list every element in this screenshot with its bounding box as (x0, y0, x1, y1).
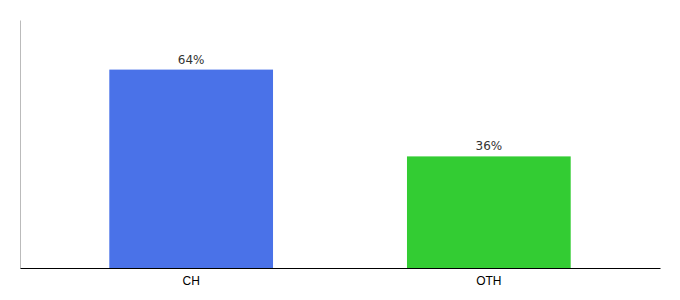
y-axis (20, 21, 21, 269)
plot: CH OTH 64% 36% (21, 21, 661, 288)
x-tick: OTH (476, 274, 501, 288)
data-labels: 64% 36% (178, 53, 502, 154)
x-axis: CH OTH (21, 269, 661, 288)
chart: CH OTH 64% 36% (0, 0, 680, 300)
y-axis-line (20, 21, 21, 269)
bars (109, 70, 570, 268)
data-label: 64% (178, 53, 205, 67)
x-tick: CH (182, 274, 199, 288)
x-tick-label: OTH (476, 274, 501, 288)
x-axis-line (21, 268, 661, 269)
data-label: 36% (476, 139, 503, 153)
x-tick-label: CH (182, 274, 199, 288)
bar (109, 70, 273, 268)
bar (407, 156, 571, 268)
